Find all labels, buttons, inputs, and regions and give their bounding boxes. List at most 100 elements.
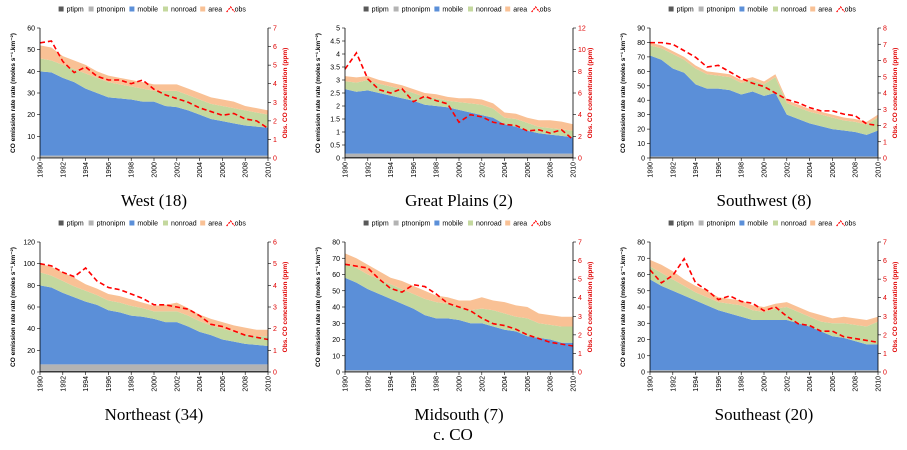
legend-label: ptipm [677,7,694,14]
legend-swatch [668,6,674,12]
y-tick-label: 70 [332,256,340,263]
legend-label: area [818,7,832,14]
y-tick-label: 0 [641,370,645,377]
y-tick-label: 80 [637,40,645,47]
x-tick-label: 1996 [106,162,113,178]
y-tick-label: 5 [336,26,340,33]
legend-swatch [393,220,399,226]
x-tick-label: 2004 [502,376,509,392]
x-tick-label: 1992 [60,162,67,178]
x-tick-label: 1996 [411,162,418,178]
y2-tick-label: 3 [273,305,277,312]
x-tick-label: 2002 [784,162,791,178]
x-tick-label: 2000 [152,376,159,392]
legend-label: ptnonipm [97,7,126,14]
y2-tick-label: 7 [578,240,582,247]
y2-axis-label: Obs. CO concentration (ppm) [282,48,289,139]
y-tick-label: 60 [27,305,35,312]
x-tick-label: 2006 [830,162,837,178]
legend-label: nonroad [781,221,807,228]
legend-label: area [208,7,222,14]
area-series [345,263,573,343]
y2-tick-label: 12 [578,26,586,33]
legend-swatch [58,6,64,12]
y-tick-label: 20 [27,348,35,355]
panel: 0 10 20 30 40 50 60 0 1 2 3 4 5 6 7 1990 1992 1994 1996 199… [10,6,289,210]
legend-label: mobile [747,7,768,14]
area-series [345,80,573,138]
y2-axis-label: Obs. CO concentration (ppm) [282,262,289,353]
x-tick-label: 1998 [434,376,441,392]
panel: 0 20 40 60 80 100 120 0 1 2 3 4 5 6 1990 1992 1994 1996 19… [10,220,289,424]
x-tick-label: 2008 [548,376,555,392]
area-series [650,45,878,135]
y2-tick-label: 5 [883,74,887,81]
legend-label: area [818,221,832,228]
legend-swatch [200,220,206,226]
area-series [650,370,878,372]
area-series [40,155,268,158]
area-series [40,45,268,115]
x-tick-label: 1996 [716,376,723,392]
legend-swatch [531,6,541,13]
panel-caption: Midsouth (7) [414,405,503,424]
legend-swatch [58,220,64,226]
legend-swatch [468,220,473,226]
y-tick-label: 80 [637,240,645,247]
y-tick-label: 3 [336,78,340,85]
y-tick-label: 120 [23,240,35,247]
legend-swatch [129,6,135,12]
legend-swatch [88,6,94,12]
legend-swatch [226,6,236,13]
x-tick-label: 1998 [129,162,136,178]
area-series [650,156,878,158]
legend-swatch [773,220,778,226]
area-series [650,259,878,327]
x-tick-label: 1996 [716,162,723,178]
y-tick-label: 50 [637,83,645,90]
y-tick-label: 20 [637,127,645,134]
y-tick-label: 0 [31,370,35,377]
y2-tick-label: 4 [273,283,277,290]
x-tick-label: 1994 [83,162,90,178]
x-tick-label: 2008 [853,162,860,178]
area-series [40,263,268,337]
x-tick-label: 2008 [853,376,860,392]
x-tick-label: 1998 [129,376,136,392]
legend-swatch [129,220,135,226]
y2-tick-label: 6 [883,58,887,65]
x-tick-label: 1992 [60,376,67,392]
y2-tick-label: 2 [273,118,277,125]
legend-swatch [468,6,473,12]
y2-tick-label: 7 [273,26,277,33]
y-tick-label: 20 [27,112,35,119]
x-tick-label: 2000 [457,376,464,392]
x-tick-label: 2000 [457,162,464,178]
legend-swatch [836,220,846,227]
y-tick-label: 40 [27,326,35,333]
y2-tick-label: 8 [883,26,887,33]
y2-tick-label: 0 [273,156,277,163]
legend-label: nonroad [781,7,807,14]
x-tick-label: 2004 [502,162,509,178]
y2-tick-label: 2 [883,123,887,130]
legend-label: ptipm [67,7,84,14]
y2-tick-label: 3 [578,314,582,321]
x-tick-label: 2004 [807,376,814,392]
legend-swatch [668,220,674,226]
panel-caption: Northeast (34) [105,405,204,424]
panel-caption: Great Plains (2) [405,191,513,210]
y2-tick-label: 6 [578,258,582,265]
x-tick-label: 1990 [38,376,45,392]
x-tick-label: 1996 [411,376,418,392]
panel-caption: Southwest (8) [717,191,812,210]
y2-tick-label: 0 [578,156,582,163]
y2-tick-label: 0 [883,156,887,163]
x-tick-label: 2002 [174,162,181,178]
legend-swatch [698,6,704,12]
y-tick-label: 0 [336,370,340,377]
legend-label: nonroad [476,7,502,14]
y-tick-label: 60 [332,272,340,279]
panel: 0 0.5 1 1.5 2 2.5 3 3.5 4 4.5 5 0 2 4 6 8 10 12 1990 1992 19… [315,6,594,210]
y2-axis-label: Obs. CO concentration (ppm) [892,262,899,353]
